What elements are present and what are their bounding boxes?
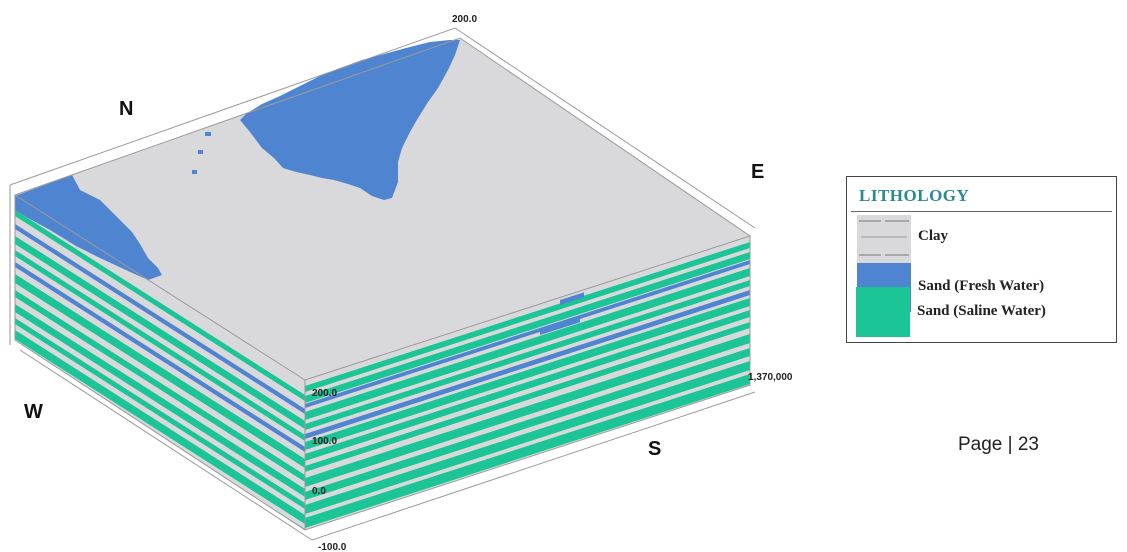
depth-tick-minus-100: -100.0 xyxy=(318,542,347,552)
depth-tick-100: 100.0 xyxy=(312,436,337,447)
legend-label-saline-water: Sand (Saline Water) xyxy=(917,303,1046,320)
page-number: Page | 23 xyxy=(958,434,1039,456)
west-label: W xyxy=(24,401,43,424)
legend-item-clay: Clay xyxy=(857,215,1112,263)
legend-label-clay: Clay xyxy=(918,228,948,245)
depth-tick-200: 200.0 xyxy=(312,388,337,399)
legend-title: LITHOLOGY xyxy=(859,186,969,206)
clay-swatch xyxy=(857,215,911,263)
depth-tick-0: 0.0 xyxy=(312,486,326,497)
saline-water-swatch xyxy=(856,287,910,337)
legend-divider xyxy=(851,211,1112,212)
easting-label: 1,370,000 xyxy=(748,372,793,383)
north-label: N xyxy=(119,98,133,121)
south-label: S xyxy=(648,438,661,461)
top-corner-label: 200.0 xyxy=(452,14,477,25)
legend-item-saline: Sand (Saline Water) xyxy=(856,287,1111,337)
east-label: E xyxy=(751,161,764,184)
